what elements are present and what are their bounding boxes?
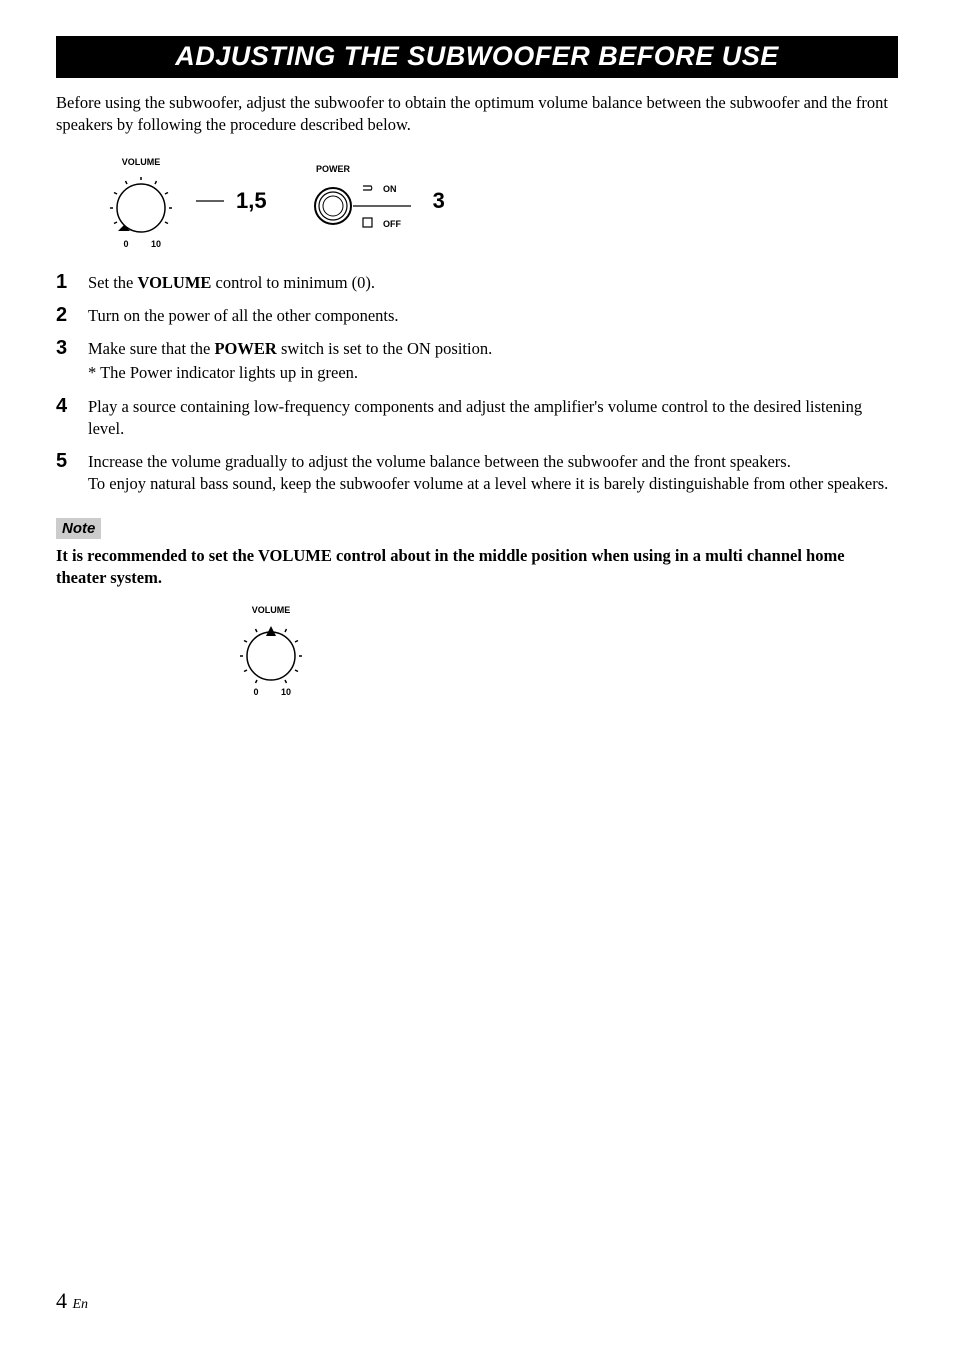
volume-label: VOLUME — [122, 157, 161, 167]
svg-text:VOLUME: VOLUME — [252, 605, 291, 615]
power-switch-group: POWER ON OFF 3 — [303, 156, 445, 246]
step-text-pre: Make sure that the — [88, 339, 214, 358]
page-lang: En — [73, 1297, 89, 1312]
step-number: 1 — [56, 271, 74, 294]
svg-text:ON: ON — [383, 184, 397, 194]
step-number: 2 — [56, 304, 74, 327]
note-text: It is recommended to set the VOLUME cont… — [56, 545, 898, 590]
step-item: 2 Turn on the power of all the other com… — [56, 304, 898, 327]
page-number: 4 En — [56, 1288, 88, 1314]
controls-diagram: VOLUME — [96, 153, 898, 249]
section-title: ADJUSTING THE SUBWOOFER BEFORE USE — [56, 36, 898, 78]
volume-step-ref: 1,5 — [236, 188, 267, 214]
step-text-post: switch is set to the ON position. — [277, 339, 492, 358]
step-text: Increase the volume gradually to adjust … — [88, 451, 898, 496]
volume-dial-icon: VOLUME — [96, 153, 186, 249]
step-item: 3 Make sure that the POWER switch is set… — [56, 337, 898, 385]
power-step-ref: 3 — [433, 188, 445, 214]
leader-line — [196, 191, 226, 211]
step-number: 3 — [56, 337, 74, 360]
svg-text:0: 0 — [123, 239, 128, 249]
step-item: 1 Set the VOLUME control to minimum (0). — [56, 271, 898, 294]
intro-text: Before using the subwoofer, adjust the s… — [56, 92, 898, 137]
step-item: 4 Play a source containing low-frequency… — [56, 395, 898, 441]
step-text-pre: Turn on the power of all the other compo… — [88, 306, 399, 325]
step-text: Turn on the power of all the other compo… — [88, 305, 898, 327]
svg-text:OFF: OFF — [383, 219, 401, 229]
power-switch-icon: POWER ON OFF — [303, 156, 423, 246]
step-item: 5 Increase the volume gradually to adjus… — [56, 450, 898, 496]
step-text-pre: Increase the volume gradually to adjust … — [88, 452, 791, 471]
volume-center-dial: VOLUME 0 10 — [226, 601, 898, 702]
step-text-bold: POWER — [214, 339, 276, 358]
step-number: 5 — [56, 450, 74, 473]
svg-text:10: 10 — [151, 239, 161, 249]
step-text: Make sure that the POWER switch is set t… — [88, 338, 898, 385]
step-text: Play a source containing low-frequency c… — [88, 396, 898, 441]
step-text: Set the VOLUME control to minimum (0). — [88, 272, 898, 294]
note-label: Note — [56, 518, 101, 539]
step-text-bold: VOLUME — [138, 273, 212, 292]
svg-text:POWER: POWER — [316, 164, 351, 174]
page-number-value: 4 — [56, 1288, 67, 1313]
volume-dial-group: VOLUME — [96, 153, 267, 249]
step-line2: To enjoy natural bass sound, keep the su… — [88, 473, 898, 495]
svg-text:0: 0 — [253, 687, 258, 697]
volume-dial-center-icon: VOLUME 0 10 — [226, 601, 316, 697]
step-text-post: control to minimum (0). — [211, 273, 375, 292]
step-number: 4 — [56, 395, 74, 418]
step-subtext: * The Power indicator lights up in green… — [88, 362, 898, 384]
step-text-pre: Set the — [88, 273, 138, 292]
svg-text:10: 10 — [281, 687, 291, 697]
step-list: 1 Set the VOLUME control to minimum (0).… — [56, 271, 898, 496]
step-text-pre: Play a source containing low-frequency c… — [88, 397, 862, 438]
